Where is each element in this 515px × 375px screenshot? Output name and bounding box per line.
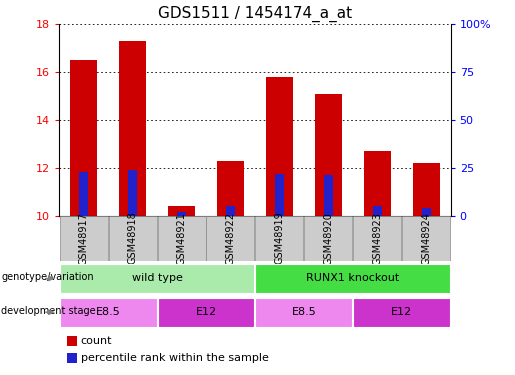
Text: genotype/variation: genotype/variation xyxy=(1,272,94,282)
Bar xyxy=(60,264,254,293)
Bar xyxy=(353,216,401,261)
Text: GSM48918: GSM48918 xyxy=(128,212,138,264)
Text: GSM48924: GSM48924 xyxy=(421,211,431,265)
Bar xyxy=(255,264,450,293)
Bar xyxy=(109,216,157,261)
Bar xyxy=(364,151,391,216)
Bar xyxy=(79,172,88,216)
Text: E12: E12 xyxy=(195,307,217,317)
Bar xyxy=(128,170,137,216)
Text: RUNX1 knockout: RUNX1 knockout xyxy=(306,273,400,284)
Text: E12: E12 xyxy=(391,307,413,317)
Text: wild type: wild type xyxy=(132,273,182,284)
Text: GSM48919: GSM48919 xyxy=(274,212,284,264)
Text: E8.5: E8.5 xyxy=(291,307,316,317)
Text: GSM48921: GSM48921 xyxy=(177,211,186,265)
Bar xyxy=(70,60,97,216)
Text: percentile rank within the sample: percentile rank within the sample xyxy=(81,353,269,363)
Bar xyxy=(402,216,450,261)
Bar xyxy=(67,336,77,346)
Bar xyxy=(158,297,254,327)
Text: GSM48922: GSM48922 xyxy=(226,211,235,265)
Bar xyxy=(119,41,146,216)
Title: GDS1511 / 1454174_a_at: GDS1511 / 1454174_a_at xyxy=(158,5,352,22)
Text: GSM48923: GSM48923 xyxy=(372,211,382,265)
Bar xyxy=(373,206,382,216)
Bar xyxy=(275,174,284,216)
Bar xyxy=(255,216,303,261)
Text: count: count xyxy=(81,336,112,346)
Bar xyxy=(67,353,77,363)
Bar xyxy=(413,163,440,216)
Bar xyxy=(266,77,293,216)
Bar xyxy=(60,297,157,327)
Bar xyxy=(177,212,186,216)
Text: GSM48917: GSM48917 xyxy=(79,211,89,265)
Bar xyxy=(60,216,108,261)
Bar xyxy=(255,297,352,327)
Bar xyxy=(158,216,205,261)
Bar xyxy=(324,176,333,216)
Bar xyxy=(207,216,254,261)
Text: E8.5: E8.5 xyxy=(96,307,121,317)
Bar xyxy=(315,94,342,216)
Text: development stage: development stage xyxy=(1,306,96,316)
Text: GSM48920: GSM48920 xyxy=(323,211,333,265)
Bar xyxy=(422,208,431,216)
Bar xyxy=(226,206,235,216)
Bar xyxy=(353,297,450,327)
Bar xyxy=(217,160,244,216)
Bar xyxy=(304,216,352,261)
Bar xyxy=(168,206,195,216)
